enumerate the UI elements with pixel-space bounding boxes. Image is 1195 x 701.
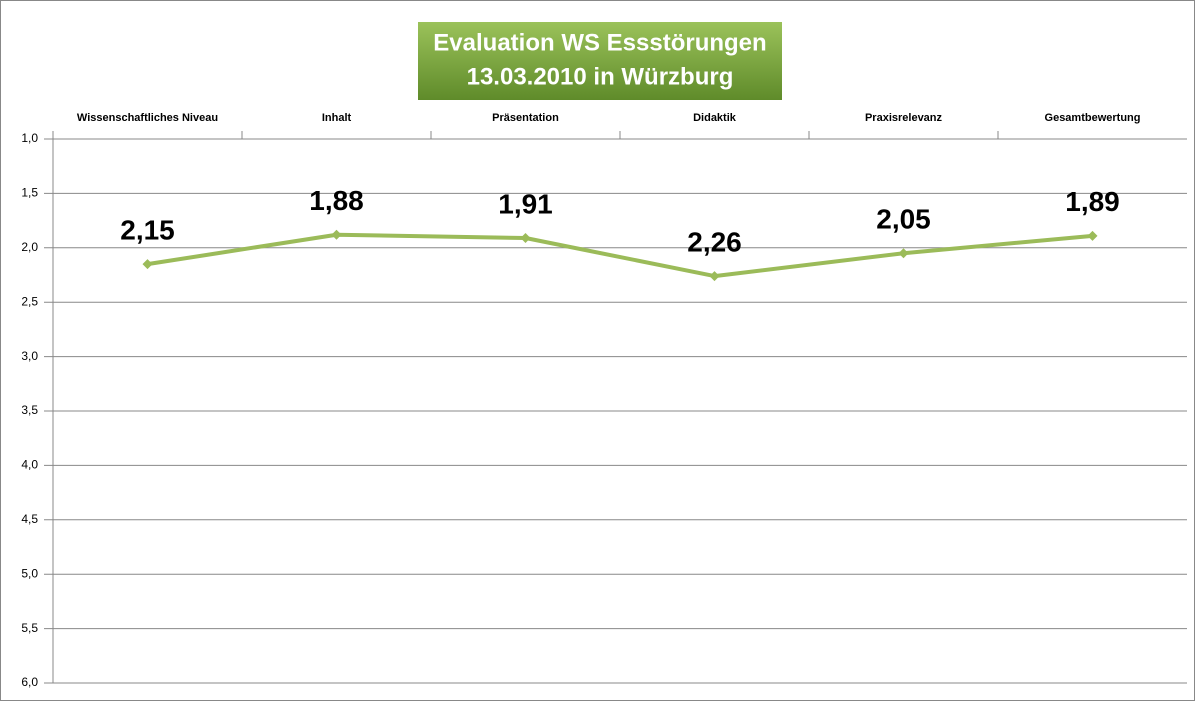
marker — [898, 248, 909, 259]
data-label: 2,26 — [687, 226, 742, 257]
y-tick-label: 1,5 — [21, 186, 38, 200]
line — [147, 232, 1093, 279]
data-label: 2,05 — [876, 204, 931, 235]
marker — [1087, 230, 1098, 241]
x-tick-label: Präsentation — [492, 112, 559, 124]
x-tick-label: Didaktik — [693, 112, 737, 124]
y-tick-label: 3,0 — [21, 349, 38, 363]
chart-title: Evaluation WS Essstörungen — [433, 29, 766, 56]
data-label: 1,91 — [498, 188, 553, 219]
data-label: 1,89 — [1065, 186, 1120, 217]
chart-title: 13.03.2010 in Würzburg — [467, 63, 734, 90]
marker — [709, 271, 720, 282]
marker — [142, 259, 153, 270]
data-label: 2,15 — [120, 215, 175, 246]
x-tick-label: Gesamtbewertung — [1045, 112, 1141, 124]
y-tick-label: 5,0 — [21, 566, 38, 580]
marker — [331, 229, 342, 240]
x-tick-label: Wissenschaftliches Niveau — [77, 112, 218, 124]
y-tick-label: 2,0 — [21, 240, 38, 254]
y-tick-label: 6,0 — [21, 675, 38, 689]
y-tick-label: 1,0 — [21, 131, 38, 145]
y-tick-label: 4,0 — [21, 458, 38, 472]
y-tick-label: 2,5 — [21, 294, 38, 308]
data-label: 1,88 — [309, 185, 364, 216]
x-tick-label: Praxisrelevanz — [865, 112, 943, 124]
title-box — [418, 22, 782, 100]
x-tick-label: Inhalt — [322, 112, 352, 124]
y-tick-label: 4,5 — [21, 512, 38, 526]
y-tick-label: 3,5 — [21, 403, 38, 417]
y-tick-label: 5,5 — [21, 621, 38, 635]
marker — [520, 233, 531, 244]
